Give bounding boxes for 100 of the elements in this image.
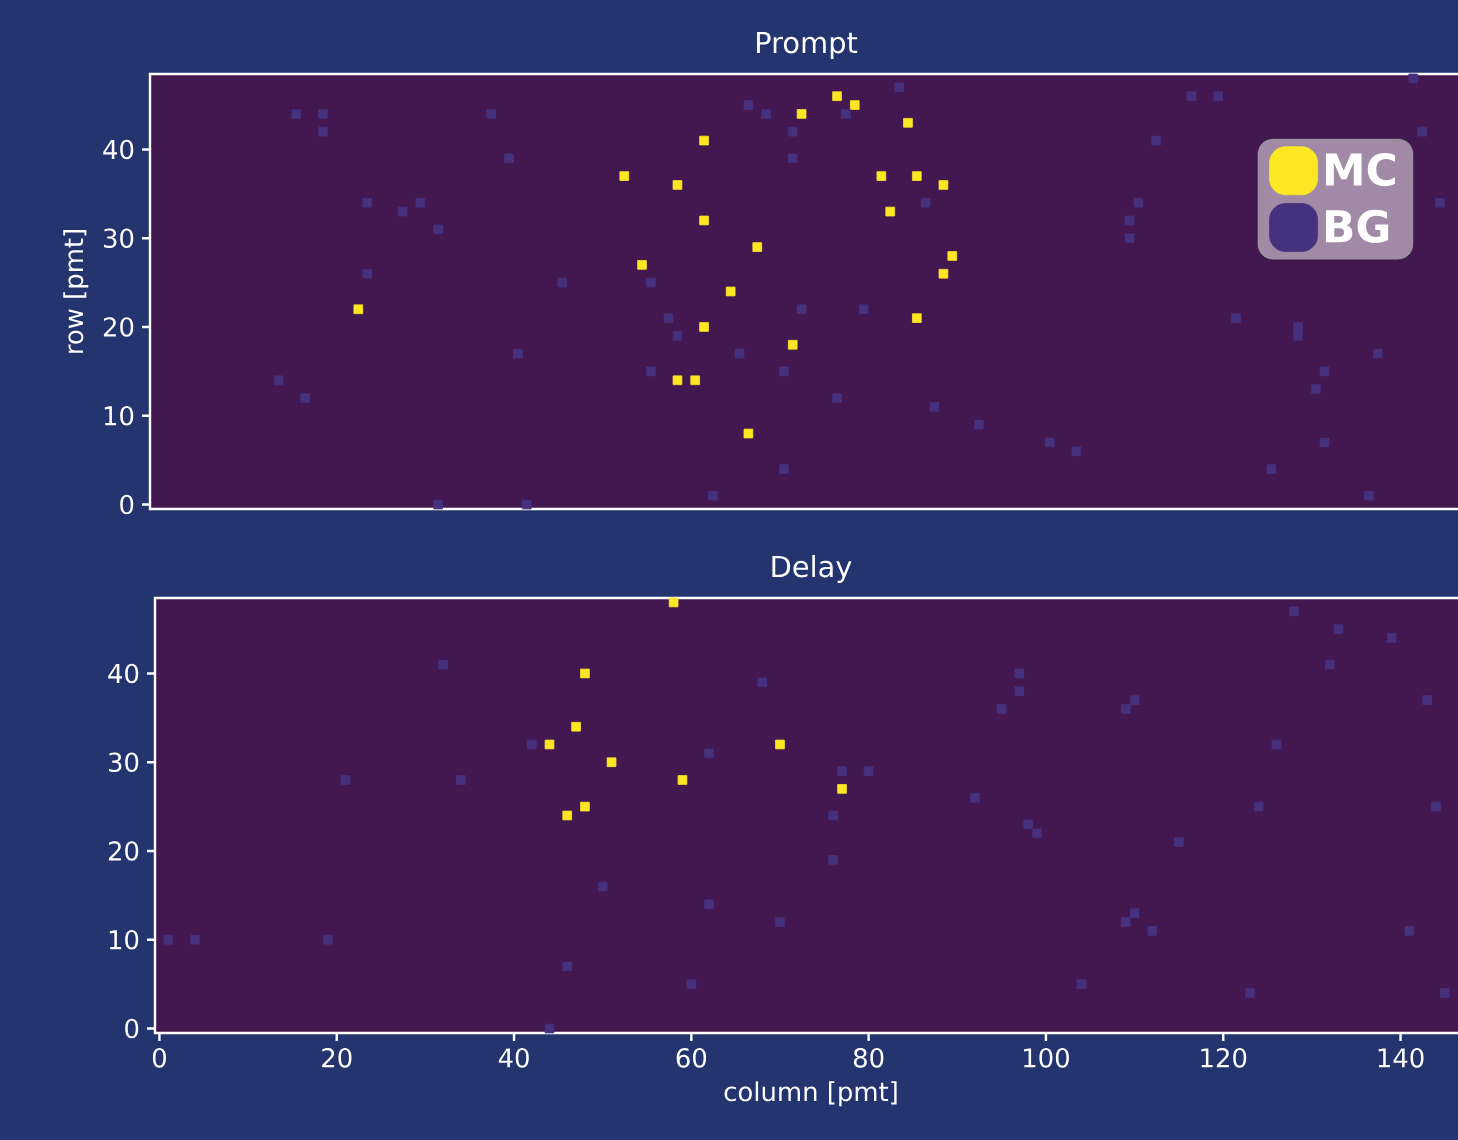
point (513, 348, 523, 359)
point (1253, 801, 1264, 812)
point (456, 775, 466, 785)
point (1440, 988, 1450, 998)
point (1213, 91, 1224, 101)
point (828, 810, 838, 821)
point (1422, 695, 1432, 705)
point (1124, 215, 1135, 226)
point (1174, 837, 1184, 847)
point (1120, 917, 1131, 927)
point (1386, 633, 1397, 643)
point (1266, 464, 1277, 474)
point (291, 109, 302, 119)
point (787, 126, 798, 137)
point (544, 739, 555, 750)
point (920, 197, 931, 208)
point (362, 268, 372, 279)
point (1076, 979, 1087, 989)
point (1333, 624, 1344, 634)
point (619, 171, 630, 181)
point (1271, 739, 1282, 750)
point (1293, 331, 1303, 341)
point (1324, 659, 1335, 670)
point (438, 659, 448, 670)
x-tick-label: 20 (322, 1048, 352, 1068)
point (300, 393, 310, 403)
y-tick-label: 20 (108, 841, 139, 861)
point (779, 366, 789, 377)
point (796, 304, 807, 315)
point (521, 499, 532, 510)
point (526, 739, 537, 750)
point (606, 757, 617, 768)
point (1151, 135, 1161, 146)
point (571, 721, 581, 732)
x-tick-label: 60 (676, 1048, 707, 1068)
y-tick-label: 20 (103, 317, 134, 337)
point (1293, 322, 1303, 332)
point (273, 375, 284, 386)
point (163, 934, 174, 945)
point (677, 775, 688, 785)
point (725, 286, 736, 297)
point (646, 277, 656, 288)
point (1186, 91, 1197, 101)
y-tick-label: 30 (108, 752, 139, 773)
point (858, 304, 869, 315)
point (504, 153, 514, 164)
point (704, 748, 714, 759)
point (912, 313, 922, 323)
point (397, 206, 408, 217)
point (1129, 695, 1140, 705)
point (1032, 828, 1042, 839)
y-tick-label: 30 (103, 228, 134, 249)
point (1431, 801, 1441, 812)
x-tick-label: 0 (152, 1048, 166, 1068)
point (837, 784, 847, 794)
point (757, 677, 768, 688)
point (743, 100, 754, 110)
point (974, 419, 984, 430)
point (1023, 819, 1033, 830)
point (1435, 197, 1445, 208)
point (686, 979, 697, 989)
y-axis-title: row [pmt] (63, 230, 89, 353)
y-tick-label: 10 (104, 405, 134, 426)
legend-label: MC (1325, 152, 1395, 187)
point (597, 881, 608, 892)
point (433, 224, 443, 235)
x-axis-title: column [pmt] (724, 1081, 897, 1107)
x-tick-label: 40 (498, 1048, 529, 1068)
y-tick-label: 10 (109, 930, 139, 950)
point (832, 393, 842, 403)
point (433, 499, 443, 510)
point (1319, 366, 1330, 377)
point (672, 375, 683, 386)
point (938, 180, 949, 190)
point (947, 251, 958, 261)
point (672, 331, 683, 341)
point (1231, 313, 1241, 323)
point (894, 82, 904, 93)
point (863, 766, 874, 776)
point (708, 490, 718, 501)
point (876, 171, 887, 181)
point (323, 934, 333, 945)
point (557, 277, 568, 288)
point (1124, 233, 1135, 244)
point (1147, 926, 1158, 936)
point (938, 268, 949, 279)
x-tick-label: 120 (1201, 1048, 1247, 1068)
point (699, 215, 709, 226)
point (362, 197, 372, 208)
point (837, 766, 847, 776)
y-tick-label: 40 (108, 663, 139, 684)
point (849, 100, 860, 110)
point (903, 118, 913, 128)
point (734, 348, 745, 359)
point (1120, 704, 1131, 714)
point (779, 464, 789, 474)
point (580, 801, 590, 812)
point (1417, 126, 1427, 137)
point (580, 668, 590, 679)
point (796, 109, 807, 119)
